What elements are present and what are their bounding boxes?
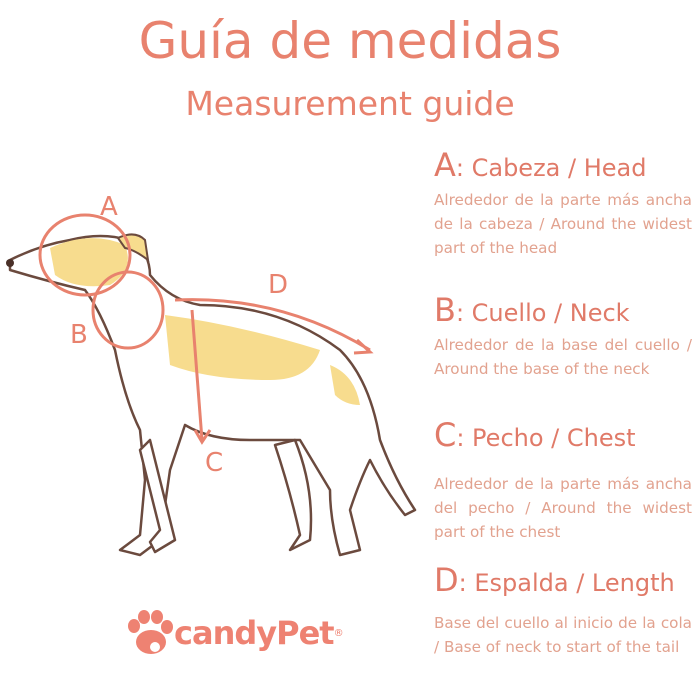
dog-back-leg xyxy=(273,438,313,552)
length-measure-arrow xyxy=(174,298,374,355)
section-letter: A xyxy=(434,146,456,184)
section-heading: : Cuello / Neck xyxy=(455,299,630,327)
section-heading: : Pecho / Chest xyxy=(456,424,636,452)
section-letter: D xyxy=(434,561,459,599)
section-text: Alrededor de la parte más ancha del pech… xyxy=(434,475,692,541)
diagram-label-d: D xyxy=(268,270,289,300)
head-measure-circle xyxy=(38,213,132,297)
rump-patch xyxy=(330,365,360,405)
section-letter: C xyxy=(434,416,457,454)
section-text: Alrededor de la base del cuello / Around… xyxy=(434,336,692,378)
section-neck: B: Cuello / Neck Alrededor de la base de… xyxy=(434,291,692,381)
page-subtitle: Measurement guide xyxy=(185,84,515,123)
section-text: Alrededor de la parte más ancha de la ca… xyxy=(434,191,692,257)
section-head: A: Cabeza / Head Alrededor de la parte m… xyxy=(434,146,692,260)
section-length: D: Espalda / Length Base del cuello al i… xyxy=(434,561,692,659)
page-title: Guía de medidas xyxy=(138,12,562,70)
section-heading: : Espalda / Length xyxy=(458,569,675,597)
dog-body xyxy=(8,234,417,557)
section-letter: B xyxy=(434,291,456,329)
back-patch xyxy=(165,315,320,380)
registered-mark: ® xyxy=(333,627,344,639)
neck-measure-circle xyxy=(91,270,165,350)
chest-measure-arrow xyxy=(190,309,212,445)
diagram-label-a: A xyxy=(100,192,118,222)
dog-front-leg xyxy=(138,438,177,554)
section-heading: : Cabeza / Head xyxy=(455,154,647,182)
diagram-label-b: B xyxy=(70,320,88,350)
head-patch xyxy=(50,238,128,287)
dog-illustration xyxy=(6,213,417,557)
paw-icon xyxy=(128,610,173,654)
logo-text: candyPet xyxy=(174,614,335,652)
section-chest: C: Pecho / Chest Alrededor de la parte m… xyxy=(434,416,692,544)
section-text: Base del cuello al inicio de la cola / B… xyxy=(434,614,692,656)
diagram-label-c: C xyxy=(205,448,224,478)
brand-logo: candyPet ® xyxy=(124,610,344,656)
